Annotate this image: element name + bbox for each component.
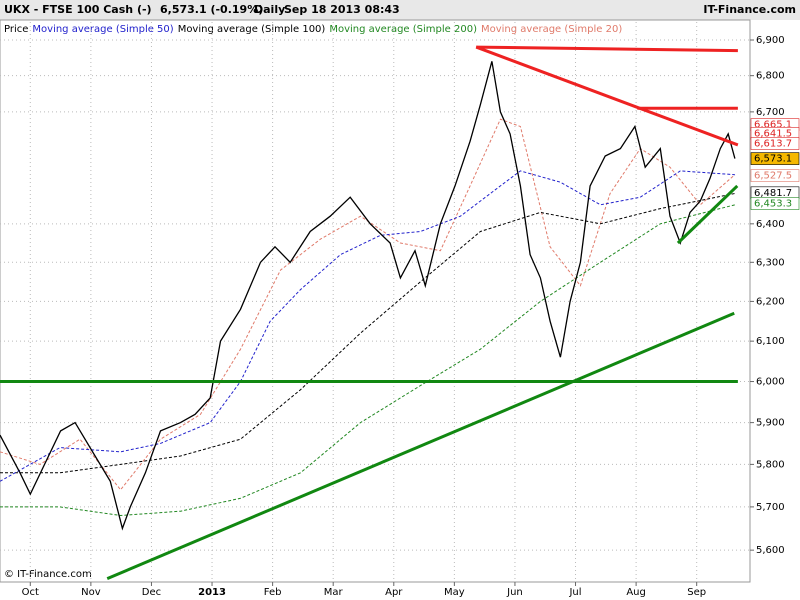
symbol: UKX - FTSE 100 Cash (-) [4, 3, 152, 16]
y-tick-label: 6,200 [756, 296, 785, 307]
timestamp: Sep 18 2013 08:43 [284, 3, 400, 16]
x-tick-label: Sep [687, 587, 706, 598]
y-tick-label: 6,900 [756, 35, 785, 46]
trend-line [476, 45, 738, 53]
moving-average-line [0, 204, 736, 517]
x-tick-label: Jun [506, 587, 523, 598]
header-bar [0, 0, 800, 20]
y-tick-label: 5,900 [756, 418, 785, 429]
price-tag-label: 6,665.1 [754, 120, 792, 131]
y-tick-label: 6,100 [756, 336, 785, 347]
x-tick-label: Jul [568, 587, 581, 598]
legend: Price Moving average (Simple 50) Moving av… [4, 24, 622, 35]
legend-entry: Moving average (Simple 100) [178, 24, 326, 35]
trend-line [475, 45, 739, 147]
x-tick-label: Apr [385, 587, 403, 598]
x-tick-label: Oct [22, 587, 39, 598]
price-tag-label: 6,573.1 [754, 154, 792, 165]
legend-entry: Moving average (Simple 50) [32, 24, 173, 35]
period: Daily [254, 3, 285, 16]
price-tag [750, 137, 800, 150]
price-tag-label: 6,613.7 [754, 139, 792, 150]
price-tag-label: 6,641.5 [754, 128, 792, 139]
quote: 6,573.1 (-0.19%) [160, 3, 263, 16]
price-line [0, 61, 736, 531]
moving-average-line [0, 118, 736, 491]
y-tick-label: 6,700 [756, 107, 785, 118]
y-tick-label: 6,300 [756, 257, 785, 268]
price-tag-label: 6,527.5 [754, 171, 792, 182]
y-tick-label: 6,400 [756, 219, 785, 230]
trend-line [676, 184, 739, 245]
price-tag [750, 152, 800, 165]
x-tick-label: May [444, 587, 465, 598]
brand: IT-Finance.com [703, 3, 796, 16]
x-tick-label: Mar [324, 587, 344, 598]
price-tag [750, 169, 800, 182]
legend-entry: Moving average (Simple 20) [481, 24, 622, 35]
y-tick-label: 6,000 [756, 377, 785, 388]
x-tick-label: Nov [81, 587, 101, 598]
y-tick-label: 6,800 [756, 71, 785, 82]
x-tick-label: Feb [264, 587, 282, 598]
legend-entry: Moving average (Simple 200) [329, 24, 477, 35]
copyright: © IT-Finance.com [4, 569, 92, 580]
trend-line [106, 311, 735, 581]
price-tag-label: 6,481.7 [754, 188, 792, 199]
x-tick-label: Aug [626, 587, 646, 598]
legend-entry: Price [4, 24, 28, 35]
price-tag-label: 6,453.3 [754, 199, 792, 210]
y-tick-label: 5,600 [756, 545, 785, 556]
x-tick-label: Dec [142, 587, 161, 598]
moving-average-line [0, 170, 735, 482]
grid [0, 22, 750, 580]
y-tick-label: 5,700 [756, 502, 785, 513]
price-tag [750, 197, 800, 210]
x-tick-label: 2013 [198, 587, 226, 598]
y-tick-label: 5,800 [756, 459, 785, 470]
moving-average-line [0, 193, 735, 474]
